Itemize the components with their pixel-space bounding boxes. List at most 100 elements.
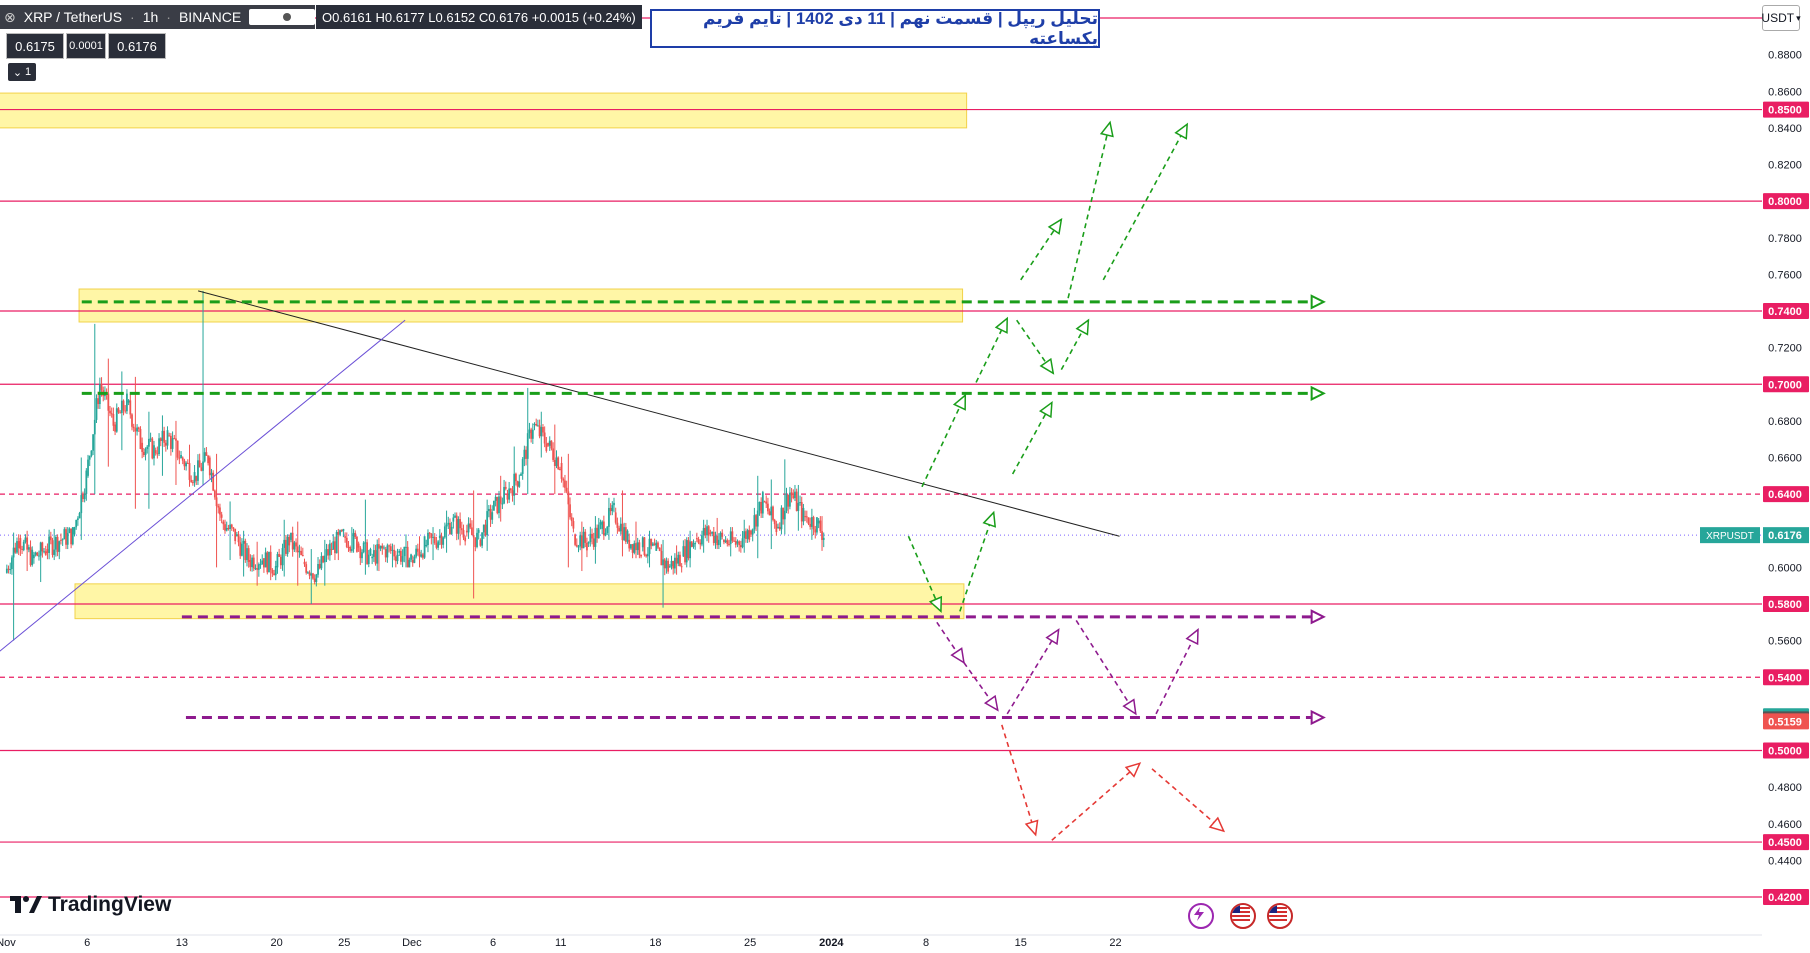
indicators-toggle[interactable]: ⌄ 1 xyxy=(8,63,36,81)
price-label-bg xyxy=(1763,742,1809,759)
candle-body xyxy=(809,523,812,527)
candle-body xyxy=(109,410,111,414)
candle-body xyxy=(712,531,715,543)
candle-body xyxy=(281,547,284,566)
candle-body xyxy=(526,433,529,459)
tradingview-logo[interactable]: TradingView xyxy=(10,893,171,917)
candle-body xyxy=(356,536,358,552)
us-flag-icon[interactable] xyxy=(1230,903,1256,929)
candle-body xyxy=(318,564,321,569)
ask-price[interactable]: 0.6176 xyxy=(108,33,166,59)
candle-body xyxy=(580,535,583,549)
candle-body xyxy=(17,541,20,548)
candle-body xyxy=(699,542,702,545)
candle-body xyxy=(378,544,380,549)
candle-body xyxy=(322,556,325,563)
candle-body xyxy=(584,531,587,543)
candle-body xyxy=(178,457,181,459)
bid-price[interactable]: 0.6175 xyxy=(6,33,64,59)
candle-body xyxy=(800,502,803,522)
candle-body xyxy=(562,478,565,481)
candle-body xyxy=(327,549,330,556)
candle-body xyxy=(591,533,593,539)
candle-body xyxy=(421,554,424,558)
candle-body xyxy=(87,459,89,476)
zone-2 xyxy=(74,583,965,620)
candle-body xyxy=(586,542,588,551)
candle-body xyxy=(641,537,644,548)
candle-body xyxy=(156,453,159,455)
candle-body xyxy=(733,540,735,542)
candle-body xyxy=(721,532,724,537)
symbol-name[interactable]: XRP / TetherUS xyxy=(23,9,123,25)
candle-body xyxy=(489,508,492,520)
candle-body xyxy=(371,556,374,559)
price-label-bg xyxy=(1763,713,1809,730)
us-flag-icon[interactable] xyxy=(1267,903,1293,929)
candle-body xyxy=(126,393,128,412)
candle-body xyxy=(36,552,39,556)
candle-body xyxy=(142,451,145,456)
candle-body xyxy=(88,456,91,460)
candle-body xyxy=(739,545,742,548)
candle-body xyxy=(709,532,712,534)
candle-body xyxy=(577,546,580,548)
candle-body xyxy=(538,425,541,437)
candle-body xyxy=(430,533,433,538)
lightning-icon[interactable] xyxy=(1188,903,1214,929)
candle-body xyxy=(560,462,563,479)
candle-body xyxy=(755,515,757,527)
candle-body xyxy=(508,488,511,500)
candle-body xyxy=(11,557,13,570)
market-status-icon xyxy=(249,9,316,25)
candle-body xyxy=(70,528,73,545)
candle-body xyxy=(315,574,318,583)
candle-body xyxy=(229,524,231,529)
scenario-arrowhead xyxy=(983,694,999,712)
candle-body xyxy=(770,506,773,516)
symbol-bar[interactable]: ⊗ XRP / TetherUS · 1h · BINANCE xyxy=(0,5,316,29)
scenario-path-green xyxy=(1020,218,1063,281)
candle-body xyxy=(364,542,367,544)
candle-body xyxy=(486,511,489,536)
candle-body xyxy=(662,559,664,566)
candle-body xyxy=(455,515,458,534)
candle-body xyxy=(452,517,455,522)
candle-body xyxy=(154,450,157,454)
candle-body xyxy=(334,541,336,554)
candle-body xyxy=(134,428,137,432)
candle-body xyxy=(768,511,771,516)
candle-body xyxy=(449,522,451,535)
scenario-path-red xyxy=(1051,762,1141,841)
candle-body xyxy=(354,532,357,537)
candle-body xyxy=(33,554,35,559)
candle-body xyxy=(810,517,813,527)
candle-body xyxy=(171,438,174,449)
candle-body xyxy=(677,554,680,564)
candle-body xyxy=(259,564,262,566)
interval[interactable]: 1h xyxy=(142,9,159,25)
candle-body xyxy=(621,523,624,541)
candle-body xyxy=(616,522,619,528)
candle-body xyxy=(38,555,40,557)
price-label-bg xyxy=(1763,376,1809,393)
candle-body xyxy=(53,549,56,555)
candle-body xyxy=(376,544,379,564)
candle-body xyxy=(247,548,250,562)
candle-body xyxy=(75,520,78,528)
candle-body xyxy=(349,547,352,551)
currency-selector[interactable]: USDT ▾ xyxy=(1761,5,1801,31)
candle-body xyxy=(467,523,470,533)
candle-body xyxy=(477,529,480,533)
candle-body xyxy=(630,544,632,549)
candle-body xyxy=(765,501,768,504)
candle-body xyxy=(682,546,685,557)
candle-body xyxy=(41,542,44,552)
price-tick-label: 0.8400 xyxy=(1768,123,1802,135)
time-tick-label: 25 xyxy=(338,937,350,949)
candle-body xyxy=(518,481,521,487)
price-label: 0.6400 xyxy=(1768,489,1802,501)
symbol-close-icon[interactable]: ⊗ xyxy=(4,8,16,25)
candle-body xyxy=(807,517,810,524)
